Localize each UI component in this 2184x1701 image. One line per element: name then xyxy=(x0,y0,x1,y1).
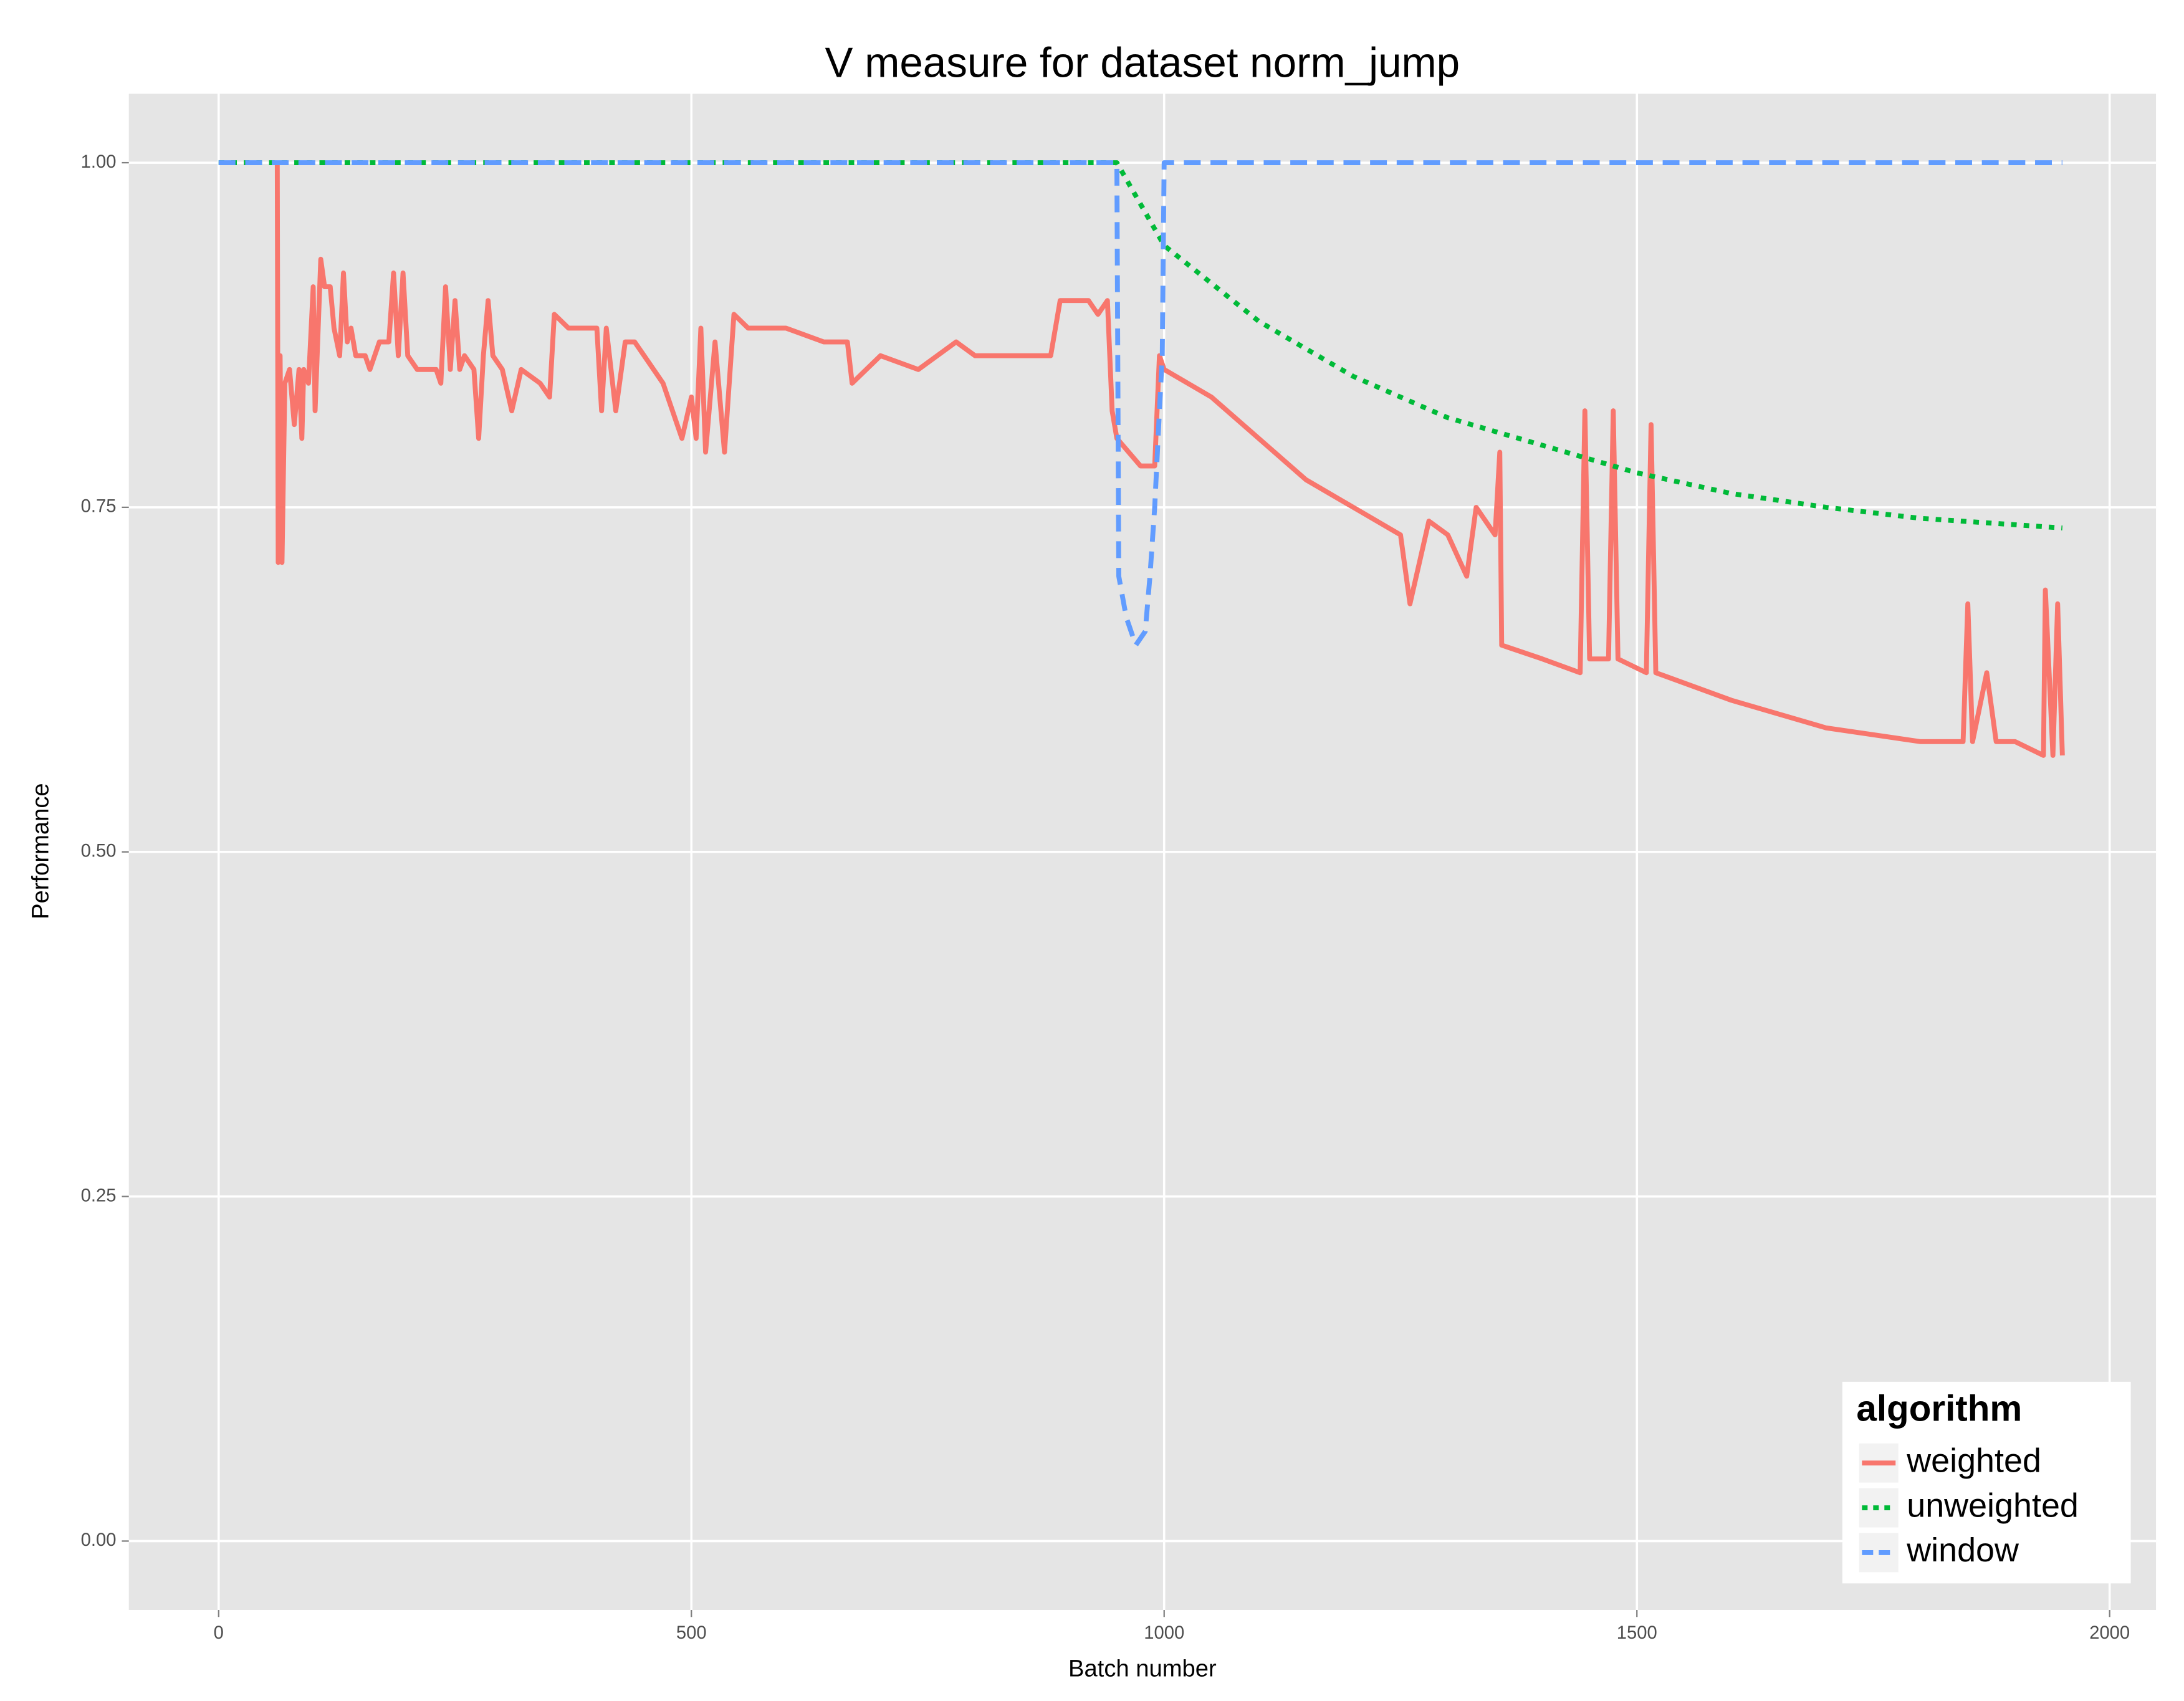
x-tick-label: 500 xyxy=(676,1623,707,1643)
x-tick-label: 2000 xyxy=(2089,1623,2130,1643)
legend-label: unweighted xyxy=(1907,1487,2079,1524)
y-tick-label: 0.00 xyxy=(81,1530,117,1550)
legend-title: algorithm xyxy=(1856,1388,2022,1429)
legend: algorithm weighted unweighted window xyxy=(1842,1381,2131,1584)
y-tick-label: 0.75 xyxy=(81,497,117,517)
lines xyxy=(218,160,2065,758)
series-line xyxy=(218,160,2063,530)
y-axis-label: Performance xyxy=(27,783,54,919)
x-tick-label: 1000 xyxy=(1144,1623,1184,1643)
y-tick-label: 0.25 xyxy=(81,1186,117,1205)
legend-label: window xyxy=(1906,1531,2019,1569)
x-tick-label: 0 xyxy=(214,1623,224,1643)
chart-title: V measure for dataset norm_jump xyxy=(825,39,1460,86)
legend-label: weighted xyxy=(1906,1442,2041,1479)
x-axis-label: Batch number xyxy=(1068,1655,1217,1682)
x-tick-label: 1500 xyxy=(1617,1623,1657,1643)
y-tick-label: 1.00 xyxy=(81,152,117,172)
y-tick-label: 0.50 xyxy=(81,841,117,861)
series-line xyxy=(218,160,2062,648)
series-line xyxy=(274,163,2065,758)
